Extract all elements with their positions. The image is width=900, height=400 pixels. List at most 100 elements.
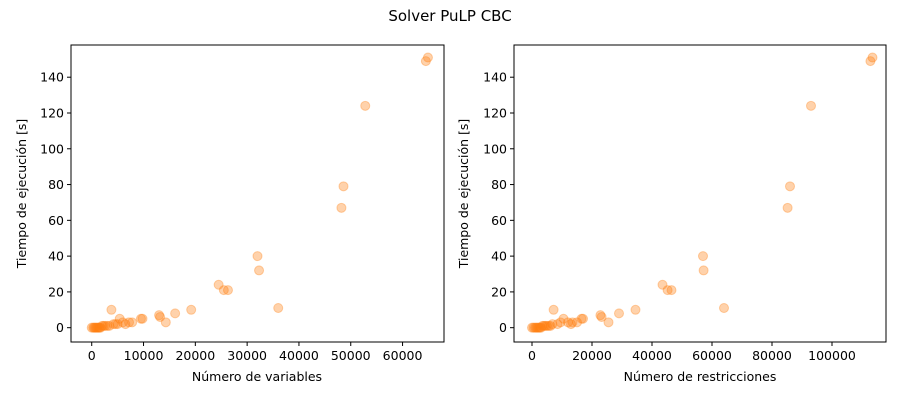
y-axis-label: Tiempo de ejecución [s] <box>456 119 471 270</box>
scatter-point <box>95 322 106 333</box>
plot-frame <box>513 44 887 343</box>
y-tick-label: 140 <box>40 70 64 85</box>
x-tick-label: 0 <box>88 348 96 363</box>
y-axis-label: Tiempo de ejecución [s] <box>14 119 29 270</box>
scatter-point <box>785 181 795 192</box>
y-tick-label: 100 <box>40 141 64 156</box>
scatter-point <box>566 319 576 330</box>
scatter-point <box>90 322 101 333</box>
scatter-point <box>120 319 131 330</box>
x-tick-label: 40000 <box>632 348 672 363</box>
scatter-point <box>254 265 265 276</box>
scatter-point <box>360 100 371 111</box>
scatter-point <box>155 311 166 322</box>
scatter-point <box>531 322 542 333</box>
x-tick-label: 0 <box>528 348 536 363</box>
scatter-point <box>539 320 549 331</box>
y-tick-label: 140 <box>483 70 507 85</box>
x-tick-label: 30000 <box>227 348 267 363</box>
scatter-point <box>603 317 614 328</box>
scatter-point <box>186 304 197 315</box>
figure-title: Solver PuLP CBC <box>388 7 511 25</box>
x-tick-label: 60000 <box>383 348 423 363</box>
scatter-point <box>657 279 668 290</box>
scatter-point <box>86 322 97 333</box>
scatter-point <box>88 322 99 333</box>
scatter-point <box>104 320 115 331</box>
scatter-point <box>135 313 146 324</box>
scatter-point <box>252 251 263 262</box>
y-tick-label: 60 <box>491 213 507 228</box>
scatter-point <box>222 285 233 296</box>
scatter-point <box>806 100 816 111</box>
y-tick-label: 0 <box>499 320 507 335</box>
scatter-point <box>698 265 709 276</box>
scatter-point <box>108 319 119 330</box>
chart-panel-restricciones: 0 20 40 60 80 100 120 140 0 20000 40000 60000 80000… <box>456 44 887 384</box>
y-tick-label: 20 <box>48 284 64 299</box>
scatter-point <box>273 303 284 314</box>
x-tick-label: 10000 <box>124 348 164 363</box>
scatter-point <box>422 52 433 63</box>
scatter-point <box>537 320 548 331</box>
scatter-point <box>578 313 588 324</box>
scatter-point <box>662 285 673 296</box>
y-tick-label: 80 <box>491 177 507 192</box>
scatter-point <box>94 322 105 333</box>
scatter-point <box>595 310 606 321</box>
scatter-point <box>93 322 104 333</box>
scatter-point <box>89 322 100 333</box>
x-axis-label: Número de restricciones <box>624 369 777 384</box>
scatter-point <box>420 56 431 67</box>
scatter-point <box>112 319 123 330</box>
scatter-point <box>160 317 171 328</box>
y-tick-label: 60 <box>48 213 64 228</box>
scatter-point <box>533 322 544 333</box>
scatter-point <box>117 317 128 328</box>
scatter-point <box>542 320 552 331</box>
y-tick-label: 80 <box>48 177 64 192</box>
scatter-point <box>547 319 558 330</box>
scatter-point <box>336 202 347 213</box>
scatter-point <box>338 181 349 192</box>
scatter-point <box>534 322 545 333</box>
scatter-point <box>543 320 554 331</box>
scatter-points <box>86 52 433 333</box>
scatter-point <box>865 56 876 67</box>
scatter-point <box>719 303 729 314</box>
scatter-point <box>567 317 578 328</box>
scatter-point <box>91 322 102 333</box>
scatter-point <box>572 317 582 328</box>
scatter-point <box>97 320 108 331</box>
scatter-point <box>698 251 708 262</box>
y-tick-label: 100 <box>483 141 507 156</box>
x-tick-label: 100000 <box>808 348 856 363</box>
y-tick-label: 120 <box>40 105 64 120</box>
scatter-point <box>630 304 641 315</box>
scatter-point <box>92 322 103 333</box>
scatter-point <box>596 311 607 322</box>
scatter-point <box>532 322 543 333</box>
x-axis-ticks: 0 20000 40000 60000 80000 100000 <box>528 342 856 363</box>
y-tick-label: 20 <box>491 284 507 299</box>
scatter-point <box>102 320 113 331</box>
scatter-point <box>106 304 117 315</box>
scatter-point <box>552 319 563 330</box>
scatter-point <box>213 279 224 290</box>
scatter-point <box>555 317 566 328</box>
scatter-point <box>528 322 539 333</box>
x-tick-label: 40000 <box>279 348 319 363</box>
scatter-point <box>576 313 587 324</box>
y-tick-label: 120 <box>483 105 507 120</box>
scatter-point <box>540 320 551 331</box>
scatter-point <box>782 202 793 213</box>
x-tick-label: 20000 <box>175 348 215 363</box>
scatter-point <box>218 285 229 296</box>
x-tick-label: 20000 <box>572 348 612 363</box>
scatter-point <box>558 313 569 324</box>
x-axis-label: Número de variables <box>192 369 322 384</box>
y-tick-label: 40 <box>491 249 507 264</box>
y-tick-label: 40 <box>48 249 64 264</box>
scatter-point <box>563 317 573 328</box>
